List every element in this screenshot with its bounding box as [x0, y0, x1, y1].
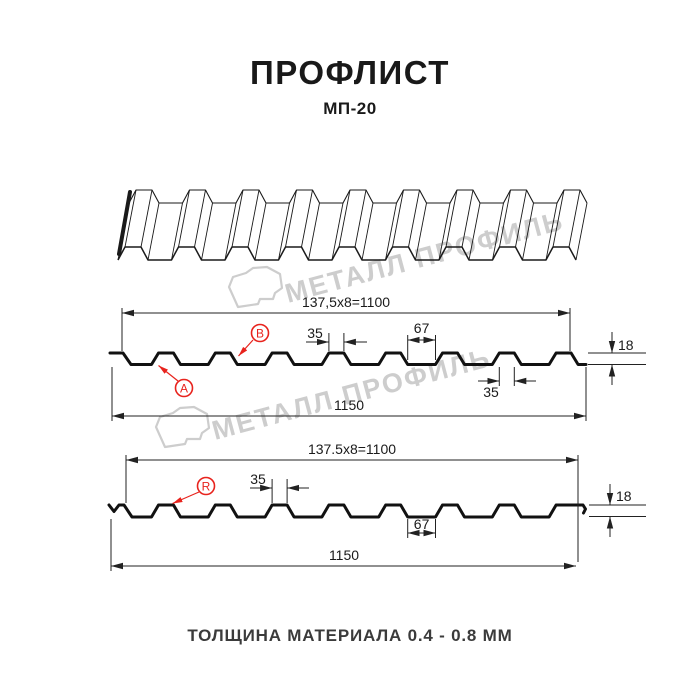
dim-pan-front: 67 — [414, 320, 430, 336]
side-label-r-circle — [196, 476, 216, 496]
dim-total-back: 1150 — [329, 547, 359, 563]
watermark-text: МЕТАЛЛ ПРОФИЛЬ — [209, 342, 494, 445]
side-label-b-circle — [250, 323, 270, 343]
sheet-3d-view — [117, 189, 588, 261]
side-label-a: А — [180, 382, 188, 396]
dim-edge-front: 35 — [483, 384, 499, 400]
dim-crest-back: 35 — [250, 471, 266, 487]
metall-profil-logo-icon — [154, 405, 211, 449]
side-label-b: В — [256, 327, 264, 341]
side-label-a-circle — [174, 378, 194, 398]
profile-front — [108, 351, 588, 366]
page-title: ПРОФЛИСТ — [250, 54, 450, 91]
metall-profil-logo-icon — [227, 265, 284, 309]
dim-module-front: 137,5x8=1100 — [302, 294, 390, 310]
side-label-r: R — [202, 480, 211, 494]
dim-crest-front: 35 — [307, 325, 323, 341]
dim-module-back: 137.5x8=1100 — [308, 441, 396, 457]
profile-back — [107, 503, 587, 519]
dim-height-front: 18 — [618, 337, 634, 353]
dim-height-back: 18 — [616, 488, 632, 504]
dim-total-front: 1150 — [334, 397, 364, 413]
section-front: 137,5x8=1100 35 67 18 35 — [108, 294, 646, 421]
page-subtitle: МП-20 — [323, 99, 377, 118]
material-thickness-caption: ТОЛЩИНА МАТЕРИАЛА 0.4 - 0.8 ММ — [187, 626, 513, 645]
dim-pan-back: 67 — [414, 516, 430, 532]
section-back: 137.5x8=1100 35 R 18 67 1 — [107, 441, 646, 571]
